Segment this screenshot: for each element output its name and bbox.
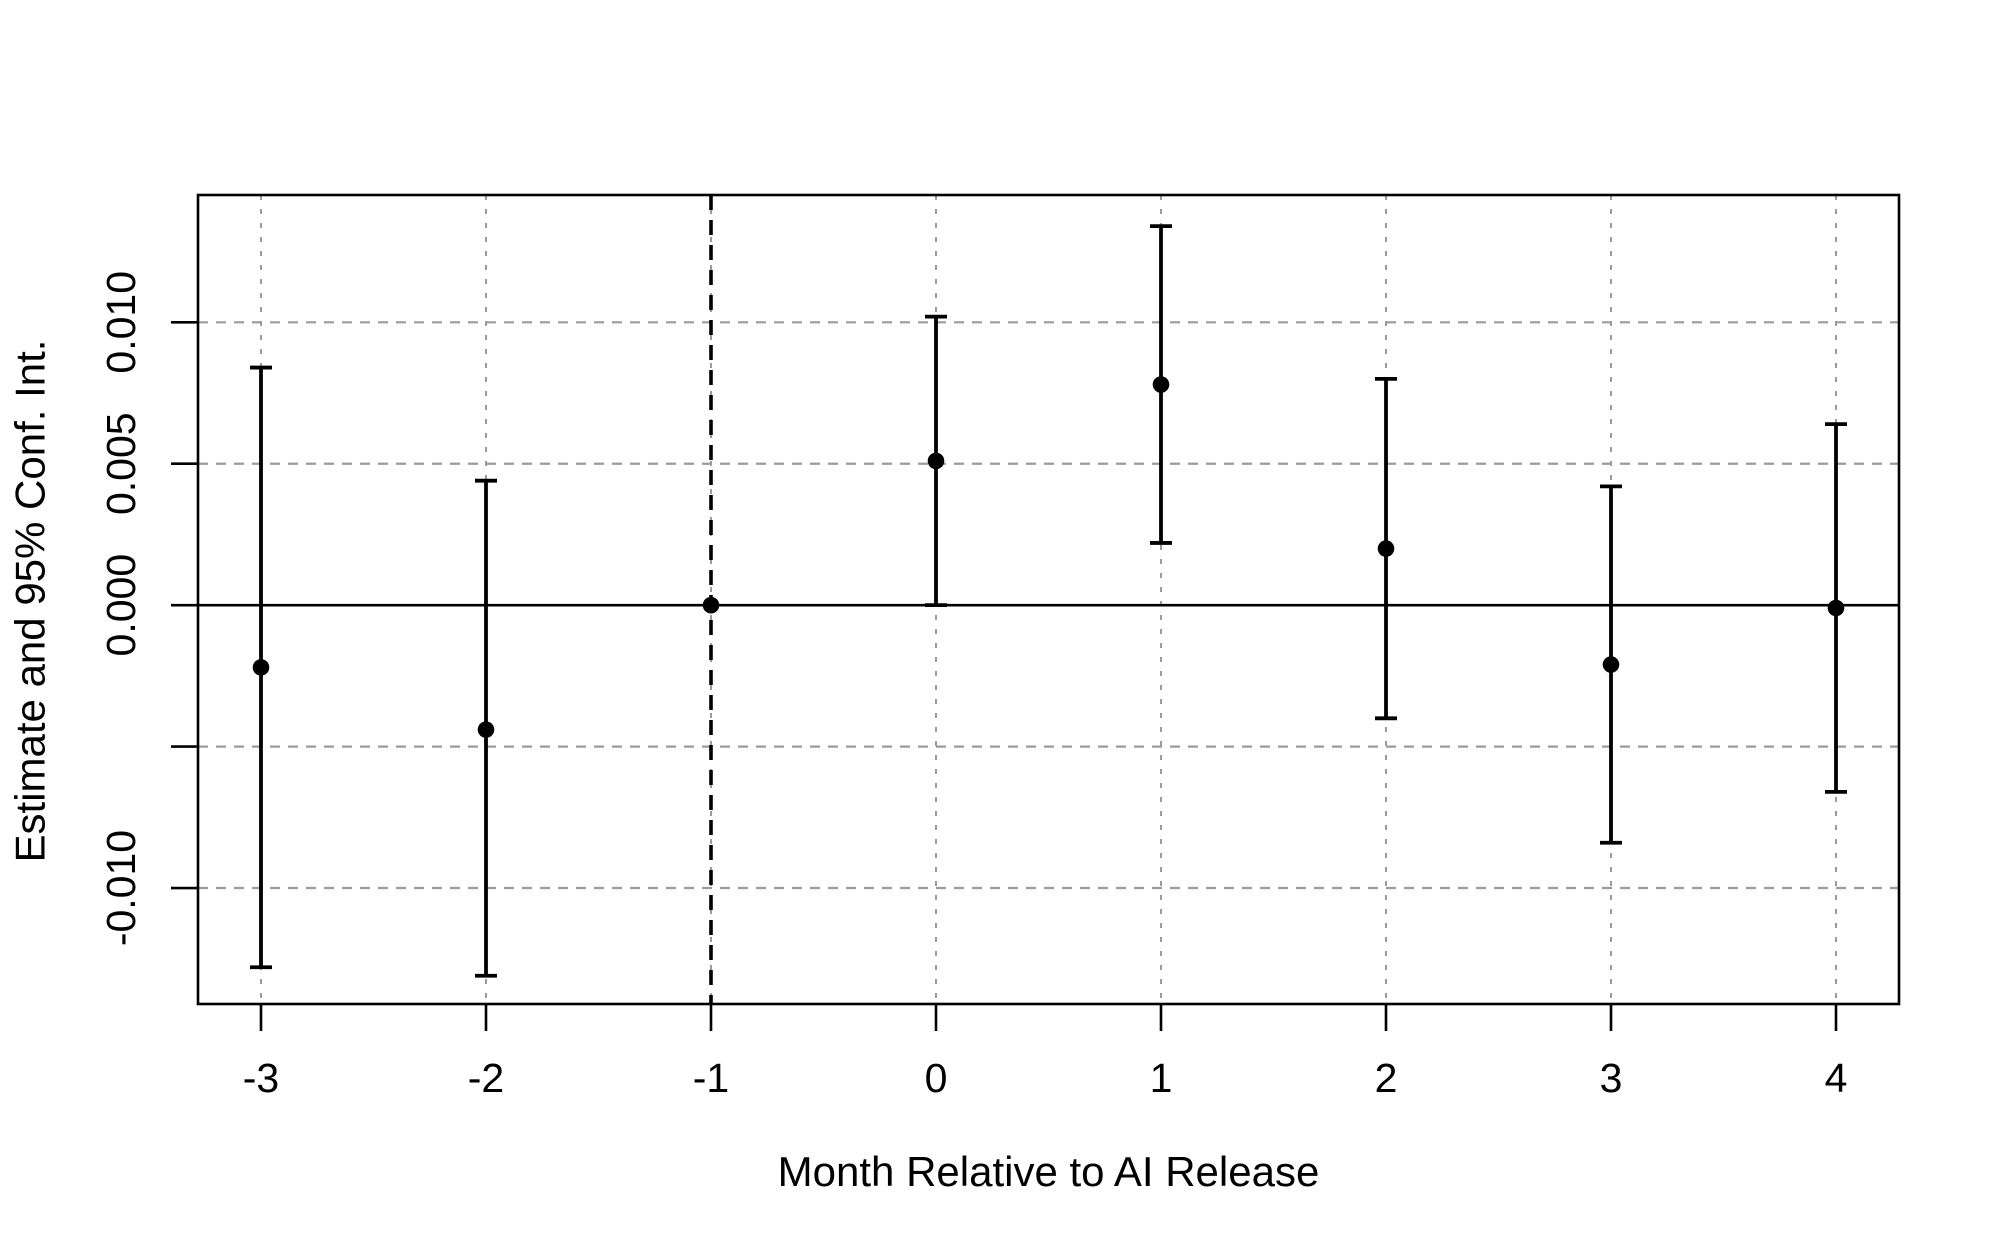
data-point bbox=[1152, 376, 1170, 393]
data-point bbox=[702, 596, 720, 614]
plot-box bbox=[196, 193, 1901, 1006]
x-tick-label: -1 bbox=[693, 1055, 729, 1101]
y-tick-label: 0.005 bbox=[98, 412, 144, 515]
x-tick-label: -3 bbox=[243, 1055, 279, 1101]
y-axis-title: Estimate and 95% Conf. Int. bbox=[6, 339, 54, 863]
data-point bbox=[1602, 656, 1620, 673]
y-tick-label: 0.000 bbox=[98, 554, 144, 657]
x-tick-label: 2 bbox=[1375, 1055, 1398, 1101]
data-point bbox=[477, 721, 495, 738]
x-tick-label: 4 bbox=[1825, 1055, 1848, 1101]
x-axis-title: Month Relative to AI Release bbox=[777, 1148, 1320, 1195]
data-point bbox=[927, 452, 945, 470]
data-point bbox=[1827, 599, 1845, 617]
data-point bbox=[1377, 540, 1395, 557]
x-tick-label: 3 bbox=[1600, 1055, 1623, 1101]
y-tick-label: 0.010 bbox=[98, 271, 144, 374]
x-tick-label: 1 bbox=[1150, 1055, 1173, 1101]
x-tick-label: -2 bbox=[468, 1055, 504, 1101]
data-point bbox=[252, 659, 270, 676]
y-tick-label: -0.010 bbox=[98, 830, 144, 946]
x-tick-label: 0 bbox=[925, 1055, 948, 1101]
